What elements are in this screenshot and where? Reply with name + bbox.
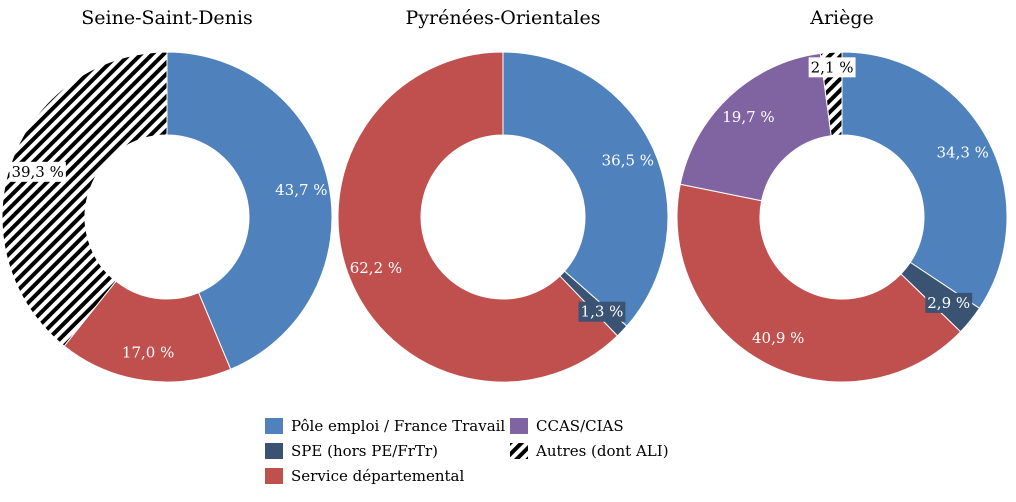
data-label-text: 39,3 % [11, 163, 63, 181]
legend-swatch [265, 418, 283, 434]
data-label: 40,9 % [752, 329, 804, 347]
data-label: 62,2 % [350, 259, 402, 277]
data-label: 36,5 % [602, 152, 654, 170]
data-label-text: 40,9 % [752, 329, 804, 347]
data-label-text: 2,1 % [811, 58, 854, 76]
legend-label: Autres (dont ALI) [535, 442, 669, 460]
donut-1: Pyrénées-Orientales [337, 7, 669, 383]
data-label: 2,1 % [808, 57, 856, 78]
legend-item-ccas: CCAS/CIAS [510, 417, 624, 435]
slice-ccas [679, 52, 832, 202]
legend-label: SPE (hors PE/FrTr) [291, 442, 438, 460]
legend: Pôle emploi / France Travail SPE (hors PE… [265, 417, 669, 485]
data-label: 43,7 % [275, 181, 327, 199]
slice-pole-emploi [166, 51, 333, 370]
chart-title: Ariège [809, 7, 874, 29]
data-label-text: 34,3 % [937, 143, 989, 161]
data-label: 39,3 % [9, 161, 66, 182]
data-label: 34,3 % [937, 143, 989, 161]
legend-label: Pôle emploi / France Travail [291, 417, 505, 435]
legend-item-pole-emploi: Pôle emploi / France Travail [265, 417, 505, 435]
legend-swatch [510, 443, 528, 459]
slice-pole-emploi [841, 51, 1008, 310]
legend-item-service-departemental: Service départemental [265, 467, 464, 485]
legend-swatch [265, 468, 283, 484]
legend-label: Service départemental [291, 467, 464, 485]
data-label: 2,9 % [925, 292, 973, 313]
data-label-text: 43,7 % [275, 181, 327, 199]
chart-title: Pyrénées-Orientales [406, 7, 601, 29]
slice-service-departemental [337, 51, 619, 383]
legend-swatch [510, 418, 528, 434]
legend-swatch [265, 443, 283, 459]
slice-service-departemental [676, 183, 962, 383]
slice-pole-emploi [502, 51, 669, 327]
data-label-text: 17,0 % [122, 344, 174, 362]
slice-autres [1, 51, 168, 347]
legend-item-autres: Autres (dont ALI) [510, 442, 669, 460]
data-label: 17,0 % [122, 344, 174, 362]
data-label-text: 1,3 % [581, 303, 624, 321]
legend-label: CCAS/CIAS [536, 417, 624, 435]
data-label-text: 62,2 % [350, 259, 402, 277]
data-label-text: 2,9 % [927, 294, 970, 312]
chart-title: Seine-Saint-Denis [81, 7, 253, 29]
donut-0: Seine-Saint-Denis [1, 7, 333, 383]
data-label-text: 36,5 % [602, 152, 654, 170]
data-label: 1,3 % [578, 301, 626, 322]
data-label-text: 19,7 % [722, 108, 774, 126]
data-label: 19,7 % [722, 108, 774, 126]
slice-service-departemental [63, 280, 232, 383]
legend-item-spe: SPE (hors PE/FrTr) [265, 442, 438, 460]
